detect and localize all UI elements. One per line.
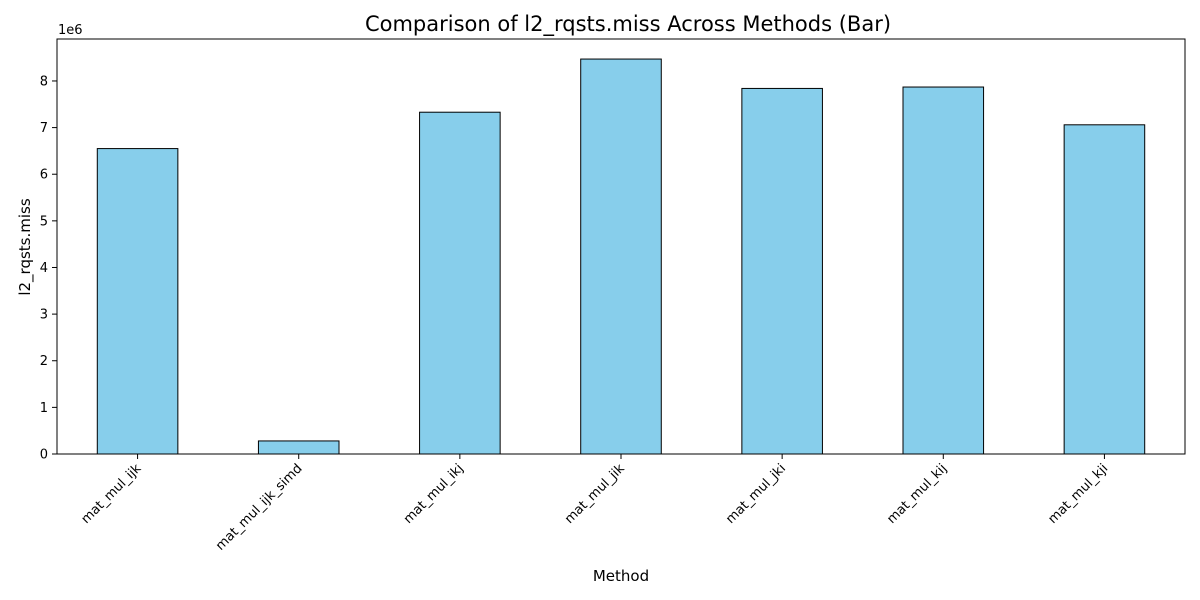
- y-tick-label: 1: [40, 401, 48, 416]
- y-tick-label: 3: [40, 308, 48, 323]
- y-tick-label: 8: [40, 74, 48, 89]
- bar-mat_mul_kji: [1063, 124, 1146, 455]
- plot-area-frame: [56, 38, 1186, 455]
- bar-mat_mul_jki: [741, 87, 823, 455]
- x-axis-label: Method: [593, 567, 649, 585]
- y-tick-label: 7: [40, 121, 48, 136]
- x-tick-label: mat_mul_jki: [723, 461, 789, 527]
- y-tick-label: 6: [40, 168, 48, 183]
- x-tick-label: mat_mul_jik: [562, 461, 628, 527]
- bar-mat_mul_jik: [580, 58, 662, 455]
- chart-title: Comparison of l2_rqsts.miss Across Metho…: [365, 12, 891, 37]
- x-tick-label: mat_mul_kji: [1045, 461, 1111, 527]
- x-tick-label: mat_mul_ijk_simd: [213, 461, 305, 553]
- x-tick-label: mat_mul_ijk: [79, 461, 145, 527]
- y-tick-label: 5: [40, 214, 48, 229]
- y-axis-offset-label: 1e6: [58, 23, 83, 38]
- y-tick-label: 4: [40, 261, 48, 276]
- bar-mat_mul_kij: [902, 86, 985, 455]
- bars-group: [96, 58, 1146, 455]
- bar-mat_mul_ijk_simd: [257, 440, 340, 455]
- y-tick-label: 0: [40, 448, 48, 463]
- y-axis-ticks: 0 1 2 3 4 5 6 7 8: [40, 74, 57, 463]
- bar-mat_mul_ijk: [96, 148, 179, 455]
- x-tick-label: mat_mul_ikj: [401, 461, 467, 527]
- x-axis-ticks: mat_mul_ijk mat_mul_ijk_simd mat_mul_ikj ma…: [79, 454, 1111, 554]
- x-tick-label: mat_mul_kij: [884, 461, 950, 527]
- bar-mat_mul_ikj: [419, 111, 501, 455]
- y-tick-label: 2: [40, 354, 48, 369]
- y-axis-label: l2_rqsts.miss: [16, 198, 35, 296]
